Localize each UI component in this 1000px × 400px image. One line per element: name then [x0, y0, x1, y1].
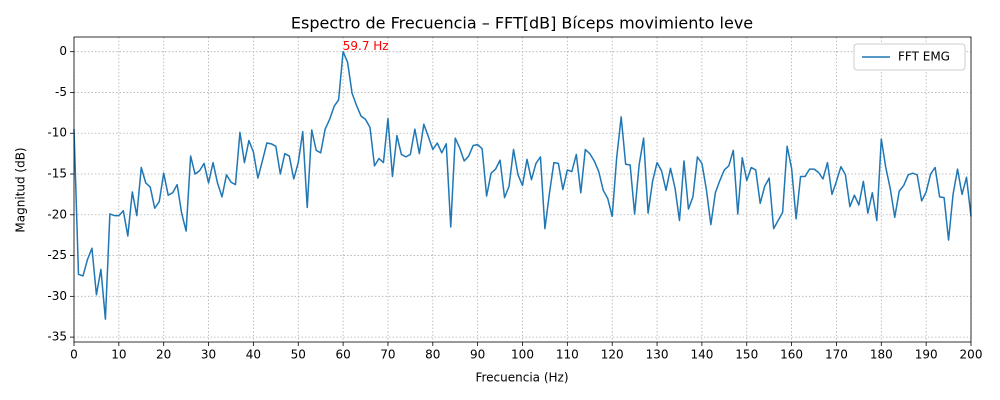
x-tick-label: 100 — [511, 348, 534, 362]
x-tick-label: 10 — [111, 348, 126, 362]
y-tick-label: -5 — [55, 85, 67, 99]
x-tick-label: 150 — [735, 348, 758, 362]
x-tick-label: 80 — [425, 348, 440, 362]
x-tick-label: 30 — [201, 348, 216, 362]
x-axis-label: Frecuencia (Hz) — [475, 371, 568, 385]
y-axis-label: Magnitud (dB) — [14, 147, 28, 232]
y-tick-label: -35 — [47, 330, 67, 344]
x-tick-label: 0 — [70, 348, 78, 362]
y-tick-label: -15 — [47, 167, 67, 181]
x-tick-label: 180 — [870, 348, 893, 362]
data-line — [73, 50, 972, 320]
x-tick-label: 200 — [960, 348, 983, 362]
x-tick-label: 90 — [470, 348, 485, 362]
x-tick-label: 160 — [780, 348, 803, 362]
x-tick-label: 190 — [915, 348, 938, 362]
x-tick-label: 170 — [825, 348, 848, 362]
legend-label: FFT EMG — [898, 50, 950, 64]
y-tick-label: 0 — [59, 44, 67, 58]
x-tick-label: 70 — [380, 348, 395, 362]
y-tick-label: -10 — [47, 126, 67, 140]
chart-title: Espectro de Frecuencia – FFT[dB] Bíceps … — [291, 14, 753, 33]
y-tick-label: -20 — [47, 207, 67, 221]
x-tick-label: 120 — [601, 348, 624, 362]
x-tick-label: 60 — [335, 348, 350, 362]
x-tick-label: 40 — [246, 348, 261, 362]
x-tick-label: 20 — [156, 348, 171, 362]
x-tick-label: 140 — [690, 348, 713, 362]
legend-box — [853, 43, 966, 71]
x-tick-label: 130 — [646, 348, 669, 362]
x-tick-label: 110 — [556, 348, 579, 362]
y-tick-label: -25 — [47, 248, 67, 262]
annotation: 59.7 Hz — [343, 39, 389, 53]
plot-frame — [73, 36, 972, 343]
x-tick-label: 50 — [291, 348, 306, 362]
y-tick-label: -30 — [47, 289, 67, 303]
